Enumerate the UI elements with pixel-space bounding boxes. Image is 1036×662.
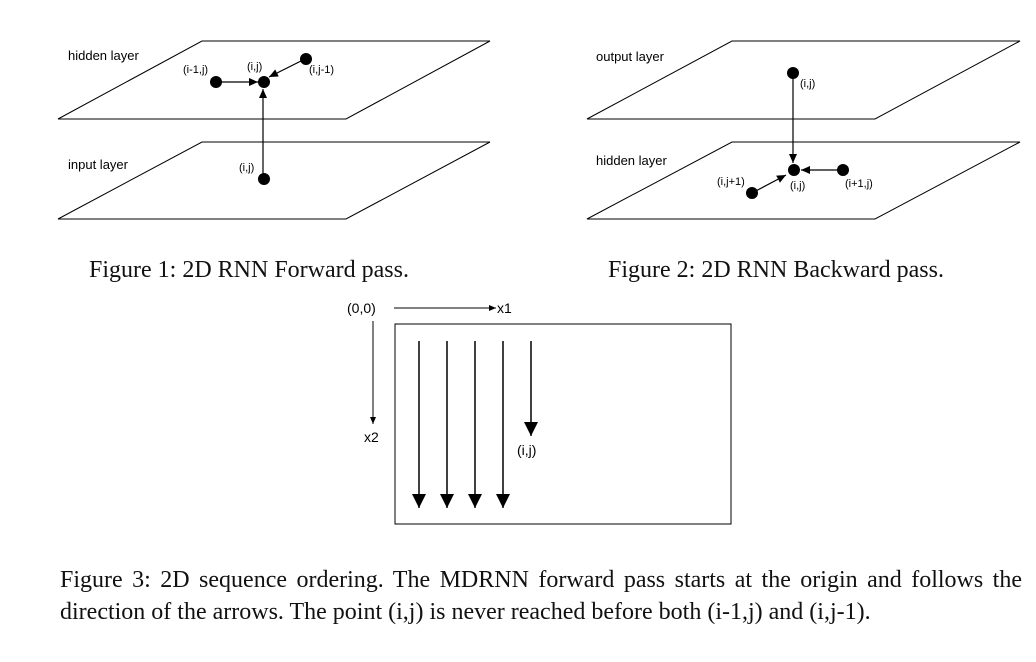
point-label: (i,j) <box>517 442 536 458</box>
node-left-label: (i-1,j) <box>183 64 208 76</box>
node-left-label: (i,j+1) <box>717 176 745 188</box>
hidden-layer-label: hidden layer <box>596 153 667 168</box>
figure-3: (0,0) x1 x2 (i,j) <box>347 300 732 525</box>
node-i-j-hidden <box>258 76 270 88</box>
hidden-layer-plane <box>586 141 1021 220</box>
arrow-right-to-center <box>268 58 306 78</box>
origin-label: (0,0) <box>347 300 376 316</box>
node-i-j-1 <box>300 53 312 65</box>
x1-label: x1 <box>497 300 512 316</box>
node-i-j-plus-1 <box>746 187 758 199</box>
figure-2: output layer hidden layer (i,j) (i,j+1) … <box>586 40 1021 220</box>
output-layer-plane <box>586 40 1021 120</box>
node-output-i-j <box>787 67 799 79</box>
node-right-label: (i,j-1) <box>309 64 334 76</box>
input-layer-plane <box>57 141 491 220</box>
node-right-label: (i+1,j) <box>845 178 873 190</box>
input-layer-label: input layer <box>68 157 129 172</box>
x2-label: x2 <box>364 429 379 445</box>
arrow-left-to-center <box>751 174 787 194</box>
figure-3-caption: Figure 3: 2D sequence ordering. The MDRN… <box>60 567 1022 625</box>
figure-2-caption: Figure 2: 2D RNN Backward pass. <box>608 257 944 283</box>
node-input-label: (i,j) <box>239 162 254 174</box>
figure-1-caption: Figure 1: 2D RNN Forward pass. <box>89 257 409 283</box>
node-hidden-i-j <box>788 164 800 176</box>
hidden-layer-plane <box>57 40 491 120</box>
output-layer-label: output layer <box>596 49 665 64</box>
node-center-label: (i,j) <box>790 180 805 192</box>
node-output-label: (i,j) <box>800 78 815 90</box>
node-i-1-j <box>210 76 222 88</box>
node-i-j-input <box>258 173 270 185</box>
node-center-label: (i,j) <box>247 61 262 73</box>
node-i-plus-1-j <box>837 164 849 176</box>
sequence-grid-box <box>394 323 732 525</box>
hidden-layer-label: hidden layer <box>68 48 139 63</box>
figure-1: hidden layer input layer (i-1,j) (i,j) (… <box>57 40 491 220</box>
